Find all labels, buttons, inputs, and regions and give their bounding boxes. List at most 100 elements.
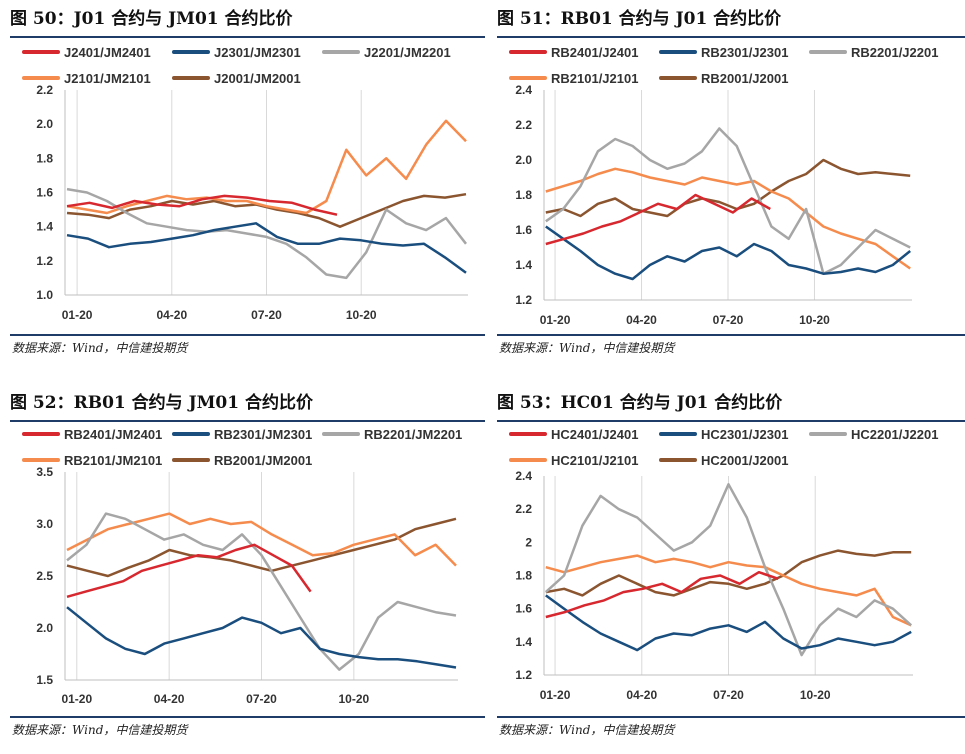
series-line-rb2401-j2401	[545, 193, 771, 246]
y-tick-label: 1.4	[515, 635, 532, 649]
series-line-hc2401-j2401	[545, 570, 779, 619]
legend-label: RB2201/J2201	[851, 45, 938, 60]
chart-panel-50: 图 50：J01 合约与 JM01 合约比价 01-20 04-20 07-20 10…	[10, 0, 485, 365]
series-line-rb2201-jm2201	[66, 512, 457, 671]
legend-label: RB2401/J2401	[551, 45, 638, 60]
title-rule	[497, 420, 965, 422]
x-tick-label: 04-20	[156, 308, 187, 322]
series-line-j2401-jm2401	[66, 194, 338, 216]
series-line-rb2101-j2101	[545, 167, 911, 270]
y-tick-label: 3.5	[36, 465, 53, 479]
legend-label: RB2001/J2001	[701, 71, 788, 86]
y-tick-label: 3.0	[36, 517, 53, 531]
chart-panel-53: 图 53：HC01 合约与 J01 合约比价 01-20 04-20 07-20 10…	[497, 384, 965, 749]
series-line-rb2301-j2301	[545, 225, 911, 281]
series-line-rb2201-j2201	[545, 127, 911, 275]
figure-title: 图 51：RB01 合约与 J01 合约比价	[497, 9, 782, 29]
legend-label: J2201/JM2201	[364, 45, 451, 60]
legend-label: RB2401/JM2401	[64, 427, 162, 442]
legend-label: RB2101/JM2101	[64, 453, 162, 468]
legend-label: HC2401/J2401	[551, 427, 638, 442]
y-tick-label: 2.5	[36, 569, 53, 583]
x-tick-label: 07-20	[713, 688, 744, 702]
legend-label: J2401/JM2401	[64, 45, 151, 60]
data-source-note: 数据来源：Wind，中信建投期货	[12, 341, 188, 355]
y-tick-label: 1.0	[36, 288, 53, 302]
y-tick-label: 2.0	[515, 153, 532, 167]
y-tick-label: 1.4	[36, 220, 53, 234]
ratio-line-chart: 01-20 04-20 07-20 10-20 1.0 1.2 1.4 1.6 1.8 2.0 2.…	[22, 45, 468, 322]
x-tick-label: 01-20	[540, 313, 571, 327]
legend-label: J2301/JM2301	[214, 45, 301, 60]
legend-label: RB2301/JM2301	[214, 427, 312, 442]
legend-label: J2101/JM2101	[64, 71, 151, 86]
y-tick-label: 1.6	[515, 602, 532, 616]
chart-panel-51: 图 51：RB01 合约与 J01 合约比价 01-20 04-20 07-20 10…	[497, 0, 965, 365]
legend-label: RB2101/J2101	[551, 71, 638, 86]
title-rule	[497, 36, 965, 38]
y-tick-label: 2.0	[36, 621, 53, 635]
x-tick-label: 07-20	[251, 308, 282, 322]
legend-label: HC2101/J2101	[551, 453, 638, 468]
x-tick-label: 10-20	[800, 688, 831, 702]
series-line-j2301-jm2301	[66, 222, 467, 274]
x-tick-label: 04-20	[626, 688, 657, 702]
x-tick-label: 01-20	[61, 692, 92, 706]
data-source-note: 数据来源：Wind，中信建投期货	[12, 723, 188, 737]
y-tick-label: 2.4	[515, 469, 532, 483]
y-tick-label: 2.0	[36, 117, 53, 131]
x-tick-label: 07-20	[246, 692, 277, 706]
x-tick-label: 01-20	[62, 308, 93, 322]
y-tick-label: 2.4	[515, 83, 532, 97]
x-tick-label: 01-20	[540, 688, 571, 702]
bottom-rule	[497, 334, 965, 336]
series-line-hc2301-j2301	[545, 594, 912, 652]
figure-title: 图 52：RB01 合约与 JM01 合约比价	[10, 393, 314, 413]
ratio-line-chart: 01-20 04-20 07-20 10-20 1.5 2.0 2.5 3.0 3.5 RB240…	[22, 427, 462, 706]
ratio-line-chart: 01-20 04-20 07-20 10-20 1.2 1.4 1.6 1.8 2 2.2 2.4 H…	[509, 427, 938, 702]
y-tick-label: 1.8	[515, 188, 532, 202]
series-line-hc2201-j2201	[544, 483, 913, 657]
x-tick-label: 07-20	[713, 313, 744, 327]
x-tick-label: 10-20	[346, 308, 377, 322]
figure-title: 图 50：J01 合约与 JM01 合约比价	[10, 9, 293, 29]
series-line-hc2001-j2001	[545, 549, 912, 597]
series-line-rb2301-jm2301	[66, 606, 457, 669]
y-tick-label: 1.6	[36, 186, 53, 200]
legend-label: J2001/JM2001	[214, 71, 301, 86]
y-tick-label: 1.4	[515, 258, 532, 272]
legend-label: RB2301/J2301	[701, 45, 788, 60]
y-tick-label: 2.2	[36, 83, 53, 97]
y-tick-label: 1.8	[515, 569, 532, 583]
y-tick-label: 2.2	[515, 118, 532, 132]
legend-label: RB2001/JM2001	[214, 453, 312, 468]
x-tick-label: 04-20	[626, 313, 657, 327]
series-line-hc2101-j2101	[545, 554, 912, 627]
title-rule	[10, 420, 485, 422]
title-rule	[10, 36, 485, 38]
y-tick-label: 2.2	[515, 502, 532, 516]
legend-label: HC2301/J2301	[701, 427, 788, 442]
ratio-line-chart: 01-20 04-20 07-20 10-20 1.2 1.4 1.6 1.8 2.0 2.2 2.…	[509, 45, 938, 327]
y-tick-label: 1.8	[36, 151, 53, 165]
bottom-rule	[10, 716, 485, 718]
x-tick-label: 04-20	[154, 692, 185, 706]
legend-label: HC2001/J2001	[701, 453, 788, 468]
y-tick-label: 2	[525, 535, 532, 549]
x-tick-label: 10-20	[339, 692, 370, 706]
series-line-j2201-jm2201	[66, 187, 467, 280]
bottom-rule	[497, 716, 965, 718]
y-tick-label: 1.2	[515, 293, 532, 307]
y-tick-label: 1.6	[515, 223, 532, 237]
y-tick-label: 1.2	[36, 254, 53, 268]
figure-title: 图 53：HC01 合约与 J01 合约比价	[497, 393, 783, 413]
series-line-rb2401-jm2401	[66, 543, 312, 599]
x-tick-label: 10-20	[799, 313, 830, 327]
y-tick-label: 1.2	[515, 668, 532, 682]
data-source-note: 数据来源：Wind，中信建投期货	[499, 341, 675, 355]
legend-label: HC2201/J2201	[851, 427, 938, 442]
bottom-rule	[10, 334, 485, 336]
series-line-rb2001-jm2001	[66, 517, 457, 578]
legend-label: RB2201/JM2201	[364, 427, 462, 442]
series-line-j2101-jm2101	[66, 119, 467, 215]
